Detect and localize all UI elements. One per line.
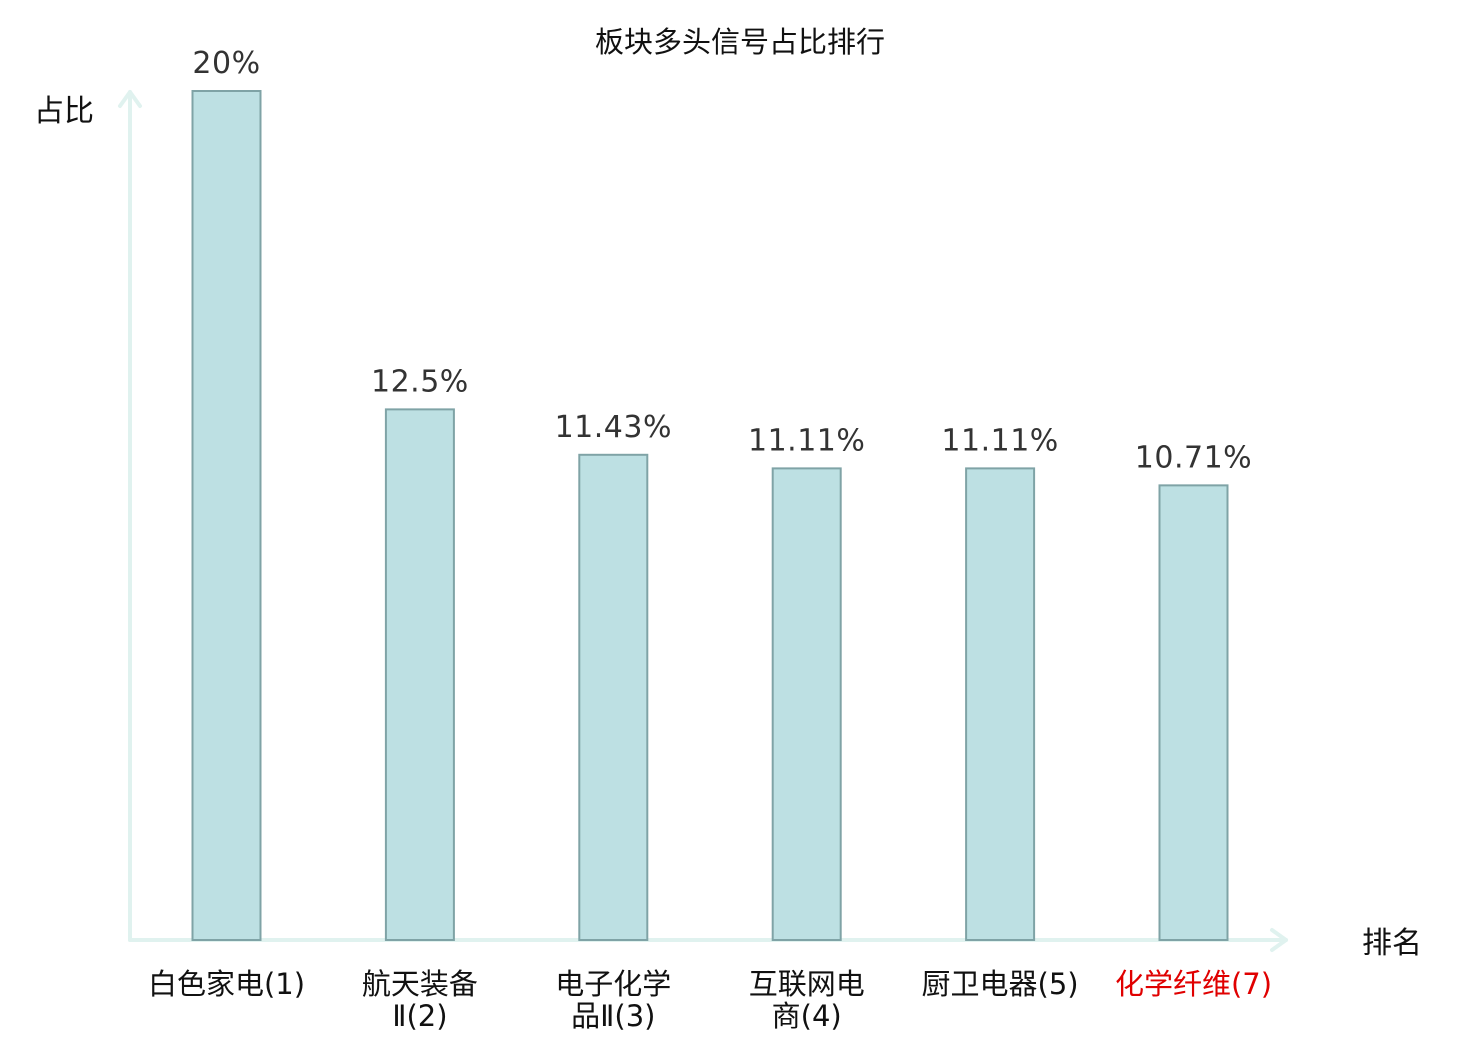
category-label-3-line-1: 电子化学 — [555, 967, 671, 1001]
bar-2 — [384, 408, 455, 941]
value-label-5: 11.11% — [941, 423, 1058, 458]
x-axis-title: 排名 — [1362, 926, 1422, 961]
category-label-3-line-2: 品Ⅱ(3) — [571, 999, 655, 1033]
value-label-6: 10.71% — [1135, 440, 1252, 475]
value-labels-group: 20% 12.5% 11.43% 11.11% 11.11% 10.71% — [192, 46, 1252, 475]
category-label-1-line-1: 白色家电(1) — [148, 967, 305, 1001]
category-label-2-line-2: Ⅱ(2) — [392, 999, 447, 1033]
category-label-4-line-1: 互联网电 — [749, 967, 865, 1001]
bars-group — [191, 90, 1229, 941]
value-label-4: 11.11% — [748, 423, 865, 458]
category-label-5-line-1: 厨卫电器(5) — [922, 967, 1079, 1001]
y-axis-title: 占比 — [34, 94, 94, 129]
value-label-1: 20% — [192, 46, 260, 81]
category-label-2-line-1: 航天装备 — [362, 967, 478, 1001]
bar-3 — [578, 453, 649, 941]
bar-5 — [965, 467, 1036, 941]
chart-title: 板块多头信号占比排行 — [595, 25, 885, 59]
y-axis-arrow — [118, 90, 142, 108]
category-label-4-line-2: 商(4) — [772, 999, 842, 1033]
bar-6 — [1158, 484, 1229, 941]
axes — [118, 90, 1288, 952]
bar-1 — [191, 90, 262, 941]
value-label-3: 11.43% — [555, 410, 672, 445]
bar-4 — [771, 467, 842, 941]
value-label-2: 12.5% — [371, 364, 469, 399]
category-label-6-line-1: 化学纤维(7) — [1115, 967, 1272, 1001]
x-axis-arrow — [1270, 928, 1288, 952]
